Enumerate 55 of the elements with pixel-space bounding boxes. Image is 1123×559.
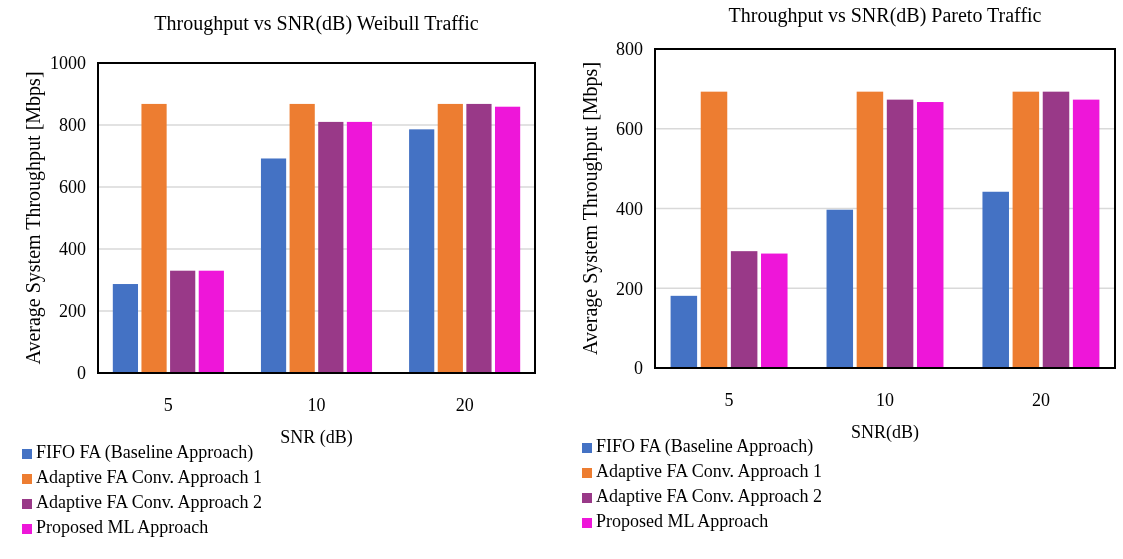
bar <box>112 284 139 373</box>
bar <box>916 102 944 368</box>
legend-label: FIFO FA (Baseline Approach) <box>36 442 254 463</box>
bar <box>1072 99 1100 368</box>
bar <box>761 253 788 368</box>
y-tick-label: 0 <box>634 358 643 379</box>
legend-label: Adaptive FA Conv. Approach 1 <box>36 467 262 487</box>
legend-label: Proposed ML Approach <box>36 517 209 537</box>
x-tick-label: 5 <box>163 395 173 415</box>
x-tick-label: 5 <box>724 390 734 410</box>
legend-label: Proposed ML Approach <box>596 511 769 531</box>
x-tick-label: 10 <box>876 390 894 410</box>
legend-label: Adaptive FA Conv. Approach 2 <box>596 486 822 506</box>
bar <box>1042 91 1070 368</box>
y-tick-label: 400 <box>616 198 643 219</box>
y-tick-label: 200 <box>59 301 86 322</box>
bar <box>826 209 854 368</box>
bar <box>730 251 758 368</box>
bar <box>1012 91 1040 368</box>
y-tick-label: 600 <box>59 177 86 198</box>
chart-title: Throughput vs SNR(dB) Weibull Traffic <box>154 12 479 35</box>
y-axis-title: Average System Throughput [Mbps] <box>22 71 45 365</box>
y-tick-label: 0 <box>77 363 86 384</box>
bar <box>670 295 698 368</box>
bar <box>856 91 884 368</box>
y-axis-title: Average System Throughput [Mbps] <box>579 61 602 356</box>
chart-title: Throughput vs SNR(dB) Pareto Traffic <box>728 4 1042 27</box>
bar <box>141 103 167 373</box>
bar <box>198 270 224 373</box>
bar <box>260 158 287 373</box>
y-tick-label: 200 <box>616 278 643 299</box>
bar <box>289 103 315 373</box>
bar <box>170 270 196 373</box>
x-tick-label: 20 <box>455 395 474 415</box>
bar <box>346 121 373 373</box>
y-tick-label: 800 <box>59 115 86 136</box>
bar <box>409 129 435 373</box>
x-tick-label: 20 <box>1031 390 1050 410</box>
legend-label: Adaptive FA Conv. Approach 2 <box>36 492 262 512</box>
x-tick-label: 10 <box>307 395 326 415</box>
bar <box>466 103 492 373</box>
bar <box>494 106 521 373</box>
y-tick-label: 1000 <box>50 53 86 74</box>
legend-label: Adaptive FA Conv. Approach 1 <box>596 461 822 481</box>
x-axis-title: SNR(dB) <box>850 422 920 443</box>
bar <box>437 103 463 373</box>
bar <box>982 191 1009 368</box>
x-axis-title: SNR (dB) <box>280 427 353 448</box>
y-tick-label: 400 <box>59 239 86 260</box>
bar <box>886 99 914 368</box>
legend-label: FIFO FA (Baseline Approach) <box>596 436 814 457</box>
y-tick-label: 600 <box>616 119 643 140</box>
bar <box>318 121 344 373</box>
bar <box>700 91 728 368</box>
y-tick-label: 800 <box>616 39 643 60</box>
